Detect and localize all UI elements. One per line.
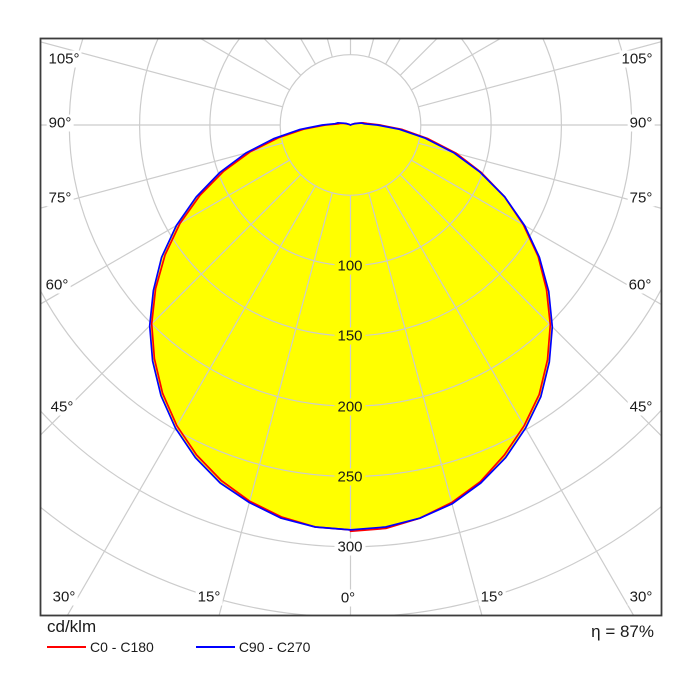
efficiency-label: η = 87%	[591, 622, 654, 641]
unit-label: cd/klm	[47, 617, 97, 636]
angle-label-bottom-0: 0°	[338, 589, 358, 607]
angle-label-right-30: 30°	[627, 588, 655, 606]
angle-label-right-60: 60°	[626, 276, 654, 294]
angle-label-bottom-15-left: 15°	[195, 588, 223, 606]
angle-label-right-45: 45°	[627, 398, 655, 416]
ring-label-150: 150	[334, 327, 366, 345]
ring-label-250: 250	[334, 468, 366, 486]
angle-label-left-105: 105°	[46, 50, 82, 68]
angle-label-left-45: 45°	[48, 398, 76, 416]
legend: cd/klm C0 - C180 C90 - C270	[47, 617, 657, 655]
legend-label-c0: C0 - C180	[90, 639, 154, 655]
angle-label-right-90: 90°	[627, 114, 655, 132]
angle-label-left-60: 60°	[43, 276, 71, 294]
ring-label-100: 100	[334, 257, 366, 275]
angle-label-left-90: 90°	[46, 114, 74, 132]
angle-label-left-75: 75°	[46, 189, 74, 207]
ring-label-200: 200	[334, 398, 366, 416]
legend-row: C0 - C180 C90 - C270	[47, 639, 657, 655]
ring-label-300: 300	[334, 538, 366, 556]
angle-label-right-105: 105°	[619, 50, 655, 68]
angle-label-right-75: 75°	[627, 189, 655, 207]
angle-label-left-30: 30°	[50, 588, 78, 606]
angle-label-bottom-15-right: 15°	[478, 588, 506, 606]
legend-label-c90: C90 - C270	[238, 639, 311, 655]
legend-line-c0-icon	[47, 646, 86, 648]
legend-line-c90-icon	[195, 646, 235, 648]
